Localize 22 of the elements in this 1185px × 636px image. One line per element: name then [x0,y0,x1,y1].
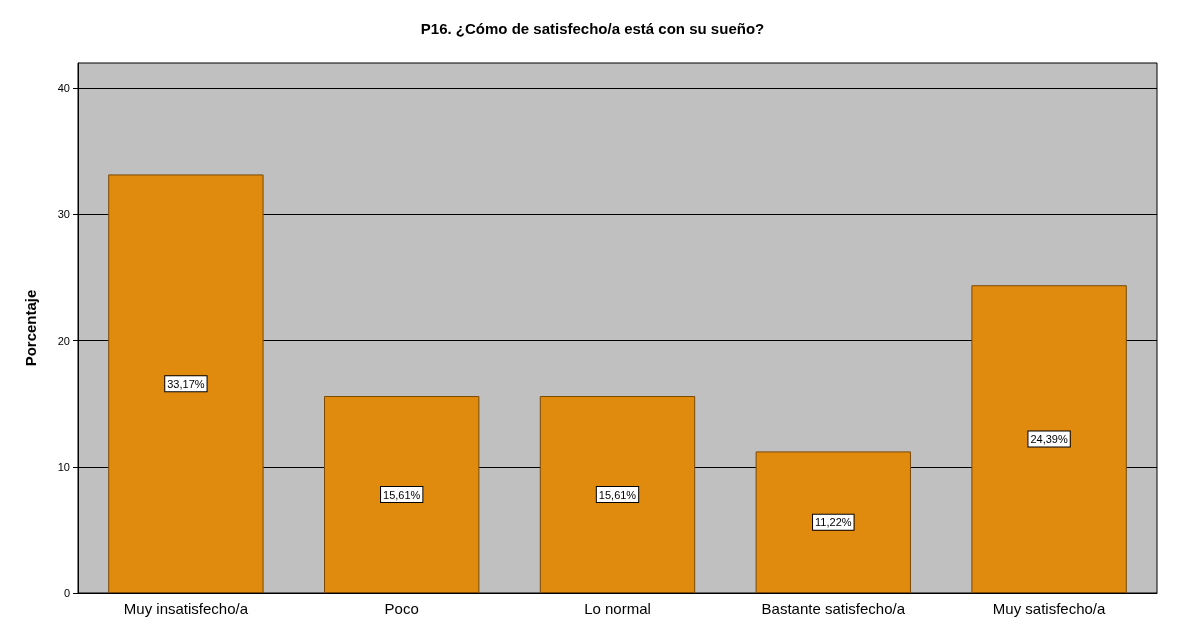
data-label: 15,61% [598,488,637,501]
chart-title: P16. ¿Cómo de satisfecho/a está con su sueño? [420,20,765,37]
bar [971,285,1127,593]
y-tick-label: 20 [57,334,70,347]
y-axis-title: Porcentaje [22,289,39,367]
y-tick-label: 30 [57,208,70,221]
data-label: 15,61% [383,488,421,501]
bar [324,396,480,593]
data-label: 11,22% [815,516,852,529]
x-tick-label: Muy satisfecho/a [992,600,1107,617]
bar [755,451,911,593]
y-tick-label: 0 [63,587,70,599]
x-tick-label: Muy insatisfecho/a [123,600,249,617]
data-label: 24,39% [1030,433,1068,446]
y-tick-label: 10 [57,460,70,473]
x-tick-label: Bastante satisfecho/a [761,600,906,617]
x-tick-label: Poco [384,600,419,617]
bar [108,174,264,593]
x-tick-label: Lo normal [584,600,651,617]
y-tick-label: 40 [57,82,70,95]
data-label: 33,17% [167,377,205,390]
bar [539,396,696,593]
